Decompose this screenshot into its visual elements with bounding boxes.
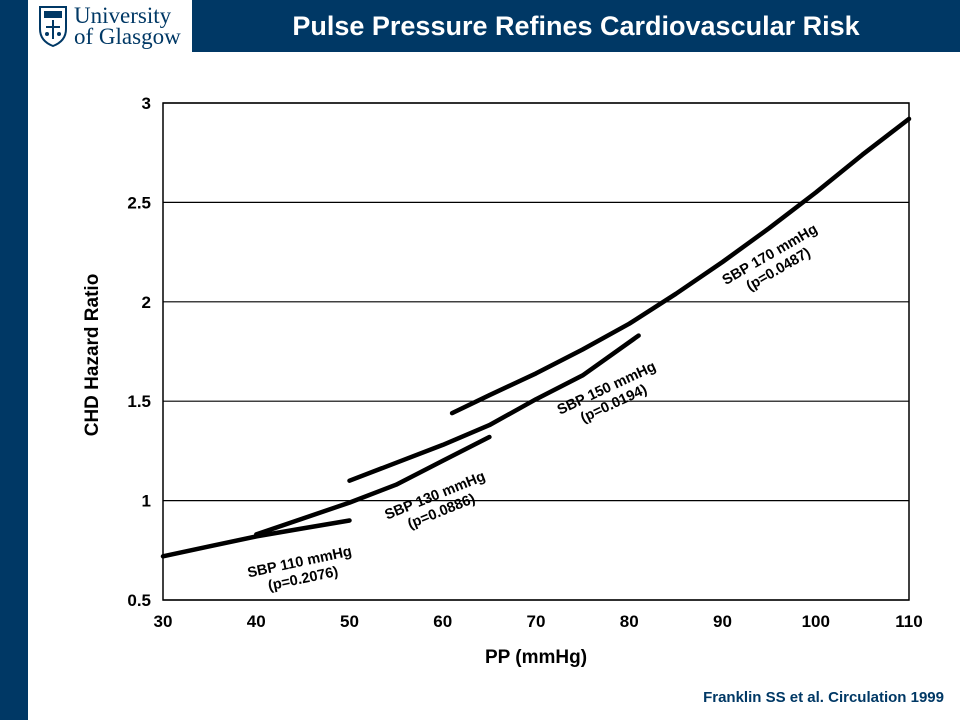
series-line-sbp-130 — [254, 434, 492, 537]
x-tick-label: 40 — [247, 612, 266, 631]
series-line-sbp-150 — [347, 333, 641, 483]
plot-frame — [162, 102, 910, 601]
y-axis-label: CHD Hazard Ratio — [82, 274, 103, 437]
y-tick-label: 2.5 — [127, 193, 151, 212]
curve-layer — [160, 116, 912, 559]
crest-icon — [39, 6, 67, 47]
grid-layer — [163, 102, 909, 601]
series-label-group: SBP 130 mmHg(p=0.0886) — [383, 469, 488, 533]
x-tick-label: 60 — [433, 612, 452, 631]
x-tick-label: 50 — [340, 612, 359, 631]
y-tick-label: 1.5 — [127, 392, 151, 411]
x-tick-label: 110 — [895, 612, 922, 631]
x-tick-label: 100 — [802, 612, 830, 631]
x-tick-label: 90 — [713, 612, 732, 631]
y-tick-label: 1 — [142, 492, 151, 511]
x-tick-label: 80 — [620, 612, 639, 631]
series-label-group: SBP 150 mmHg(p=0.0194) — [555, 359, 659, 427]
tick-layer: 0.5 1 1.5 2 2.5 3 30 40 50 60 70 80 90 100 110 — [127, 94, 922, 631]
y-tick-label: 0.5 — [127, 591, 151, 610]
x-tick-label: 30 — [154, 612, 173, 631]
slide-title: Pulse Pressure Refines Cardiovascular Ri… — [292, 10, 860, 41]
x-axis-label: PP (mmHg) — [485, 647, 587, 668]
series-label-group: SBP 110 mmHg(p=0.2076) — [246, 544, 353, 595]
label-layer: SBP 110 mmHg(p=0.2076) SBP 130 mmHg(p=0.0… — [246, 221, 821, 595]
x-tick-label: 70 — [527, 612, 546, 631]
series-label-group: SBP 170 mmHg(p=0.0487) — [720, 221, 821, 294]
logo-text-university: University — [74, 3, 172, 28]
logo-text-of-glasgow: of Glasgow — [74, 24, 181, 49]
left-brand-bar — [0, 0, 28, 720]
university-logo: University of Glasgow — [28, 0, 192, 52]
y-tick-label: 3 — [142, 94, 151, 113]
series-line-sbp-170 — [449, 116, 912, 416]
citation: Franklin SS et al. Circulation 1999 — [703, 689, 944, 706]
y-tick-label: 2 — [142, 293, 151, 312]
